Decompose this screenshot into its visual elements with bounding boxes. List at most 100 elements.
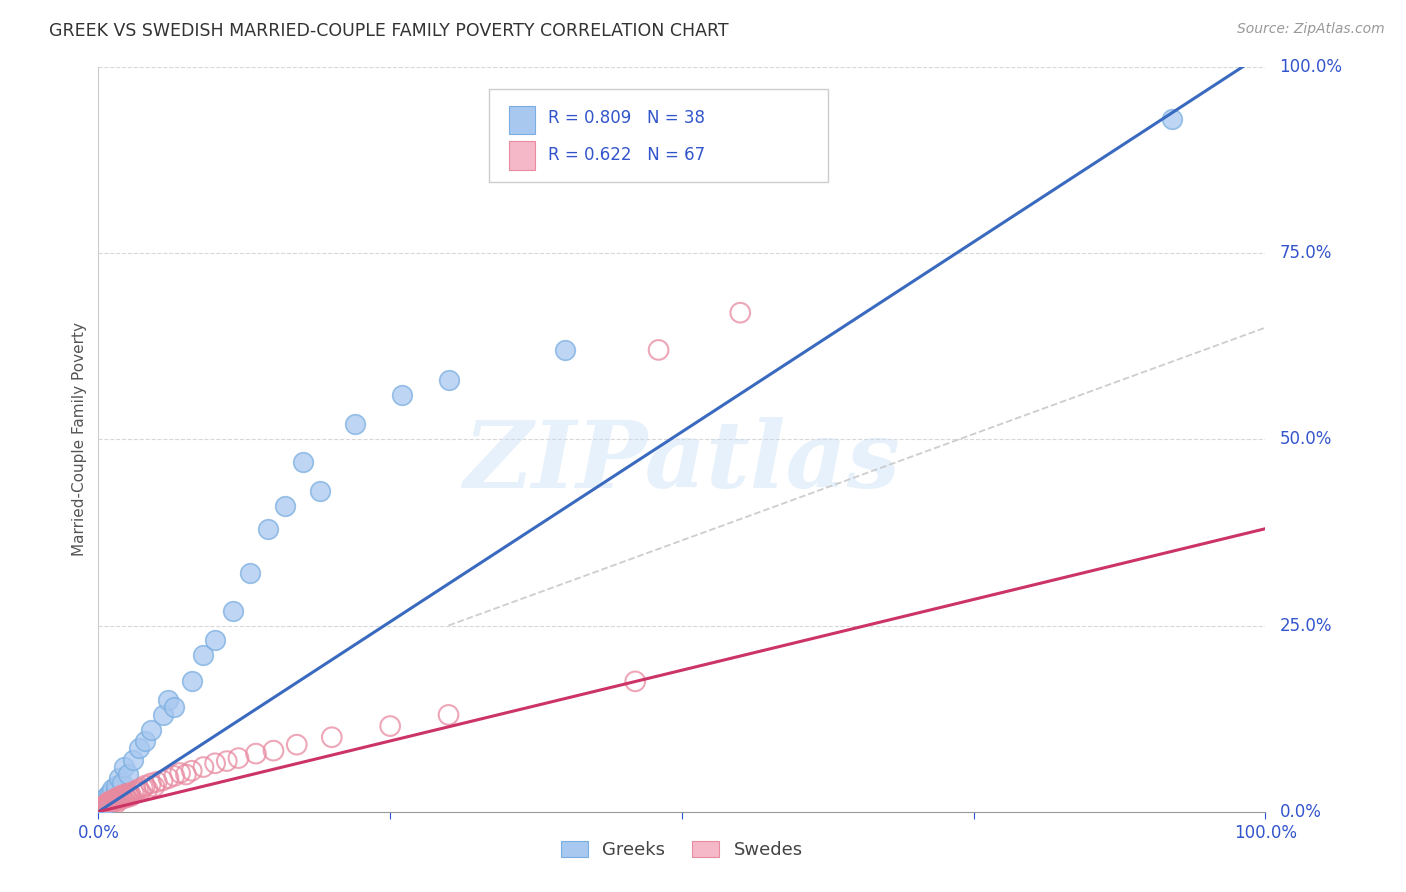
Point (125, 784, 148, 798)
Point (132, 780, 155, 795)
Point (274, 500, 297, 514)
Point (215, 754, 238, 768)
Point (134, 779, 156, 793)
Point (110, 789, 132, 804)
Point (108, 793, 131, 807)
Point (239, 566, 262, 581)
Point (108, 771, 131, 785)
Text: R = 0.809   N = 38: R = 0.809 N = 38 (548, 109, 704, 127)
Point (98, 797, 121, 812)
Point (143, 780, 166, 794)
Point (624, 674, 647, 689)
Text: R = 0.622   N = 67: R = 0.622 N = 67 (548, 145, 704, 164)
Point (127, 782, 149, 797)
Point (94, 791, 117, 805)
Point (100, 795, 122, 809)
Point (157, 693, 180, 707)
Point (112, 789, 135, 803)
Point (180, 674, 202, 689)
Point (97, 793, 120, 807)
FancyBboxPatch shape (509, 105, 534, 134)
Point (228, 751, 250, 765)
Point (93, 798, 115, 813)
Point (94, 797, 117, 812)
Point (163, 700, 186, 714)
Text: 100.0%: 100.0% (1279, 58, 1343, 76)
Point (647, 343, 669, 357)
Point (104, 791, 127, 805)
Point (93, 801, 115, 815)
Point (193, 648, 215, 663)
Point (152, 707, 174, 722)
Point (101, 782, 124, 797)
Point (104, 784, 127, 798)
Point (122, 753, 145, 767)
Point (96, 797, 118, 812)
FancyBboxPatch shape (509, 141, 534, 169)
Point (90, 800, 112, 814)
Point (204, 633, 226, 648)
Legend: Greeks, Swedes: Greeks, Swedes (554, 833, 810, 866)
Point (89, 802, 111, 816)
Point (169, 766, 191, 780)
Point (104, 779, 127, 793)
Point (245, 747, 267, 761)
Point (120, 789, 142, 803)
Point (103, 789, 125, 804)
Point (112, 760, 135, 774)
Point (90, 801, 112, 815)
Text: ZIPatlas: ZIPatlas (464, 417, 900, 507)
Point (111, 791, 134, 805)
Point (115, 790, 138, 805)
Point (118, 786, 141, 800)
Point (174, 767, 197, 781)
Point (111, 789, 134, 803)
Point (139, 776, 162, 790)
Point (152, 773, 174, 788)
Point (118, 789, 141, 803)
Point (97, 797, 120, 811)
Point (262, 744, 284, 758)
Point (96, 799, 118, 814)
Point (122, 785, 145, 799)
Point (90, 798, 112, 813)
Point (91, 800, 114, 814)
Point (97, 796, 120, 810)
Text: GREEK VS SWEDISH MARRIED-COUPLE FAMILY POVERTY CORRELATION CHART: GREEK VS SWEDISH MARRIED-COUPLE FAMILY P… (49, 22, 728, 40)
Point (128, 741, 150, 756)
Point (98, 786, 121, 800)
Point (437, 373, 460, 387)
Point (90, 802, 112, 816)
Text: 75.0%: 75.0% (1279, 244, 1331, 262)
Point (103, 796, 125, 810)
Point (380, 719, 402, 733)
Point (117, 767, 139, 781)
FancyBboxPatch shape (489, 89, 828, 182)
Point (157, 771, 180, 785)
Point (134, 734, 156, 748)
Text: 50.0%: 50.0% (1279, 430, 1331, 449)
Point (391, 387, 413, 401)
Point (104, 793, 127, 807)
Point (730, 306, 752, 320)
Point (111, 776, 134, 790)
Point (101, 793, 124, 807)
Point (204, 756, 226, 771)
Point (114, 788, 136, 802)
Point (554, 343, 576, 357)
Point (91, 799, 114, 814)
Point (96, 797, 118, 812)
Point (91, 802, 114, 816)
Point (94, 800, 117, 814)
Point (321, 730, 343, 744)
Point (139, 723, 162, 737)
Point (1161, 112, 1184, 126)
Point (129, 784, 152, 798)
Point (291, 455, 314, 469)
Point (104, 797, 127, 811)
Point (105, 792, 128, 806)
Point (193, 760, 215, 774)
Point (309, 484, 332, 499)
Point (107, 790, 129, 805)
Point (285, 738, 308, 752)
